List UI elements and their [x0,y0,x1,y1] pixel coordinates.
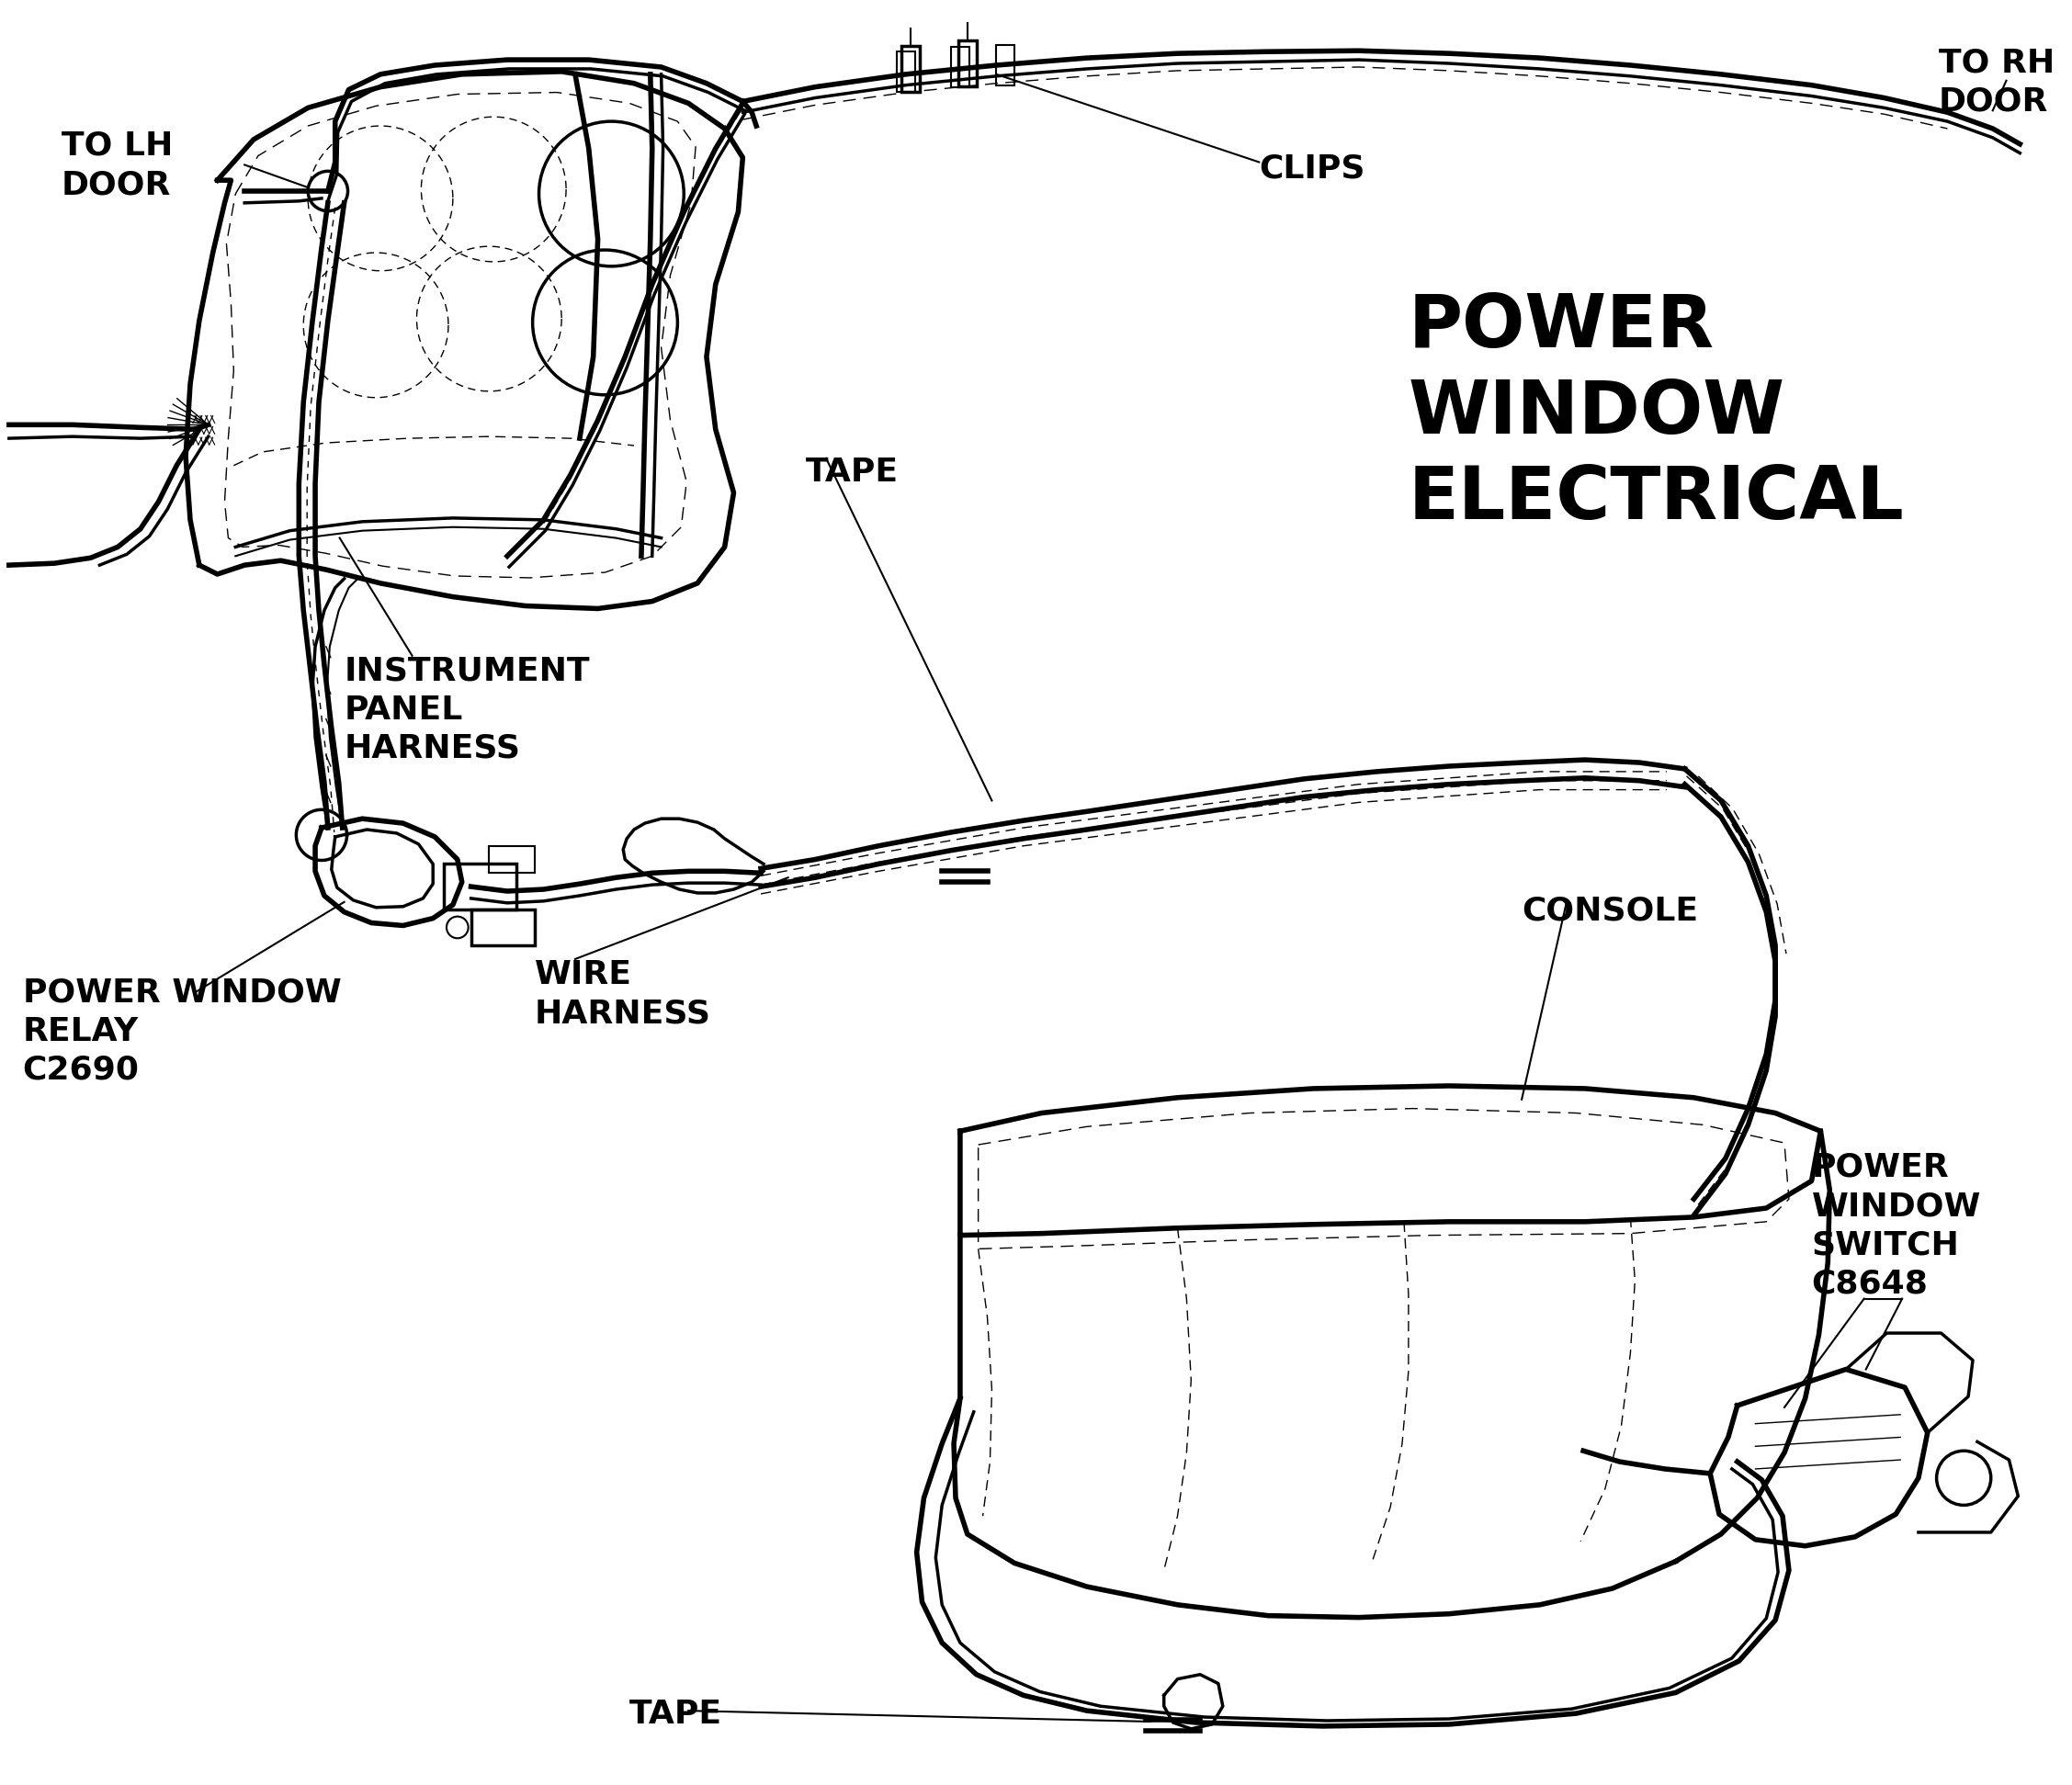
Bar [959,41,976,86]
Text: INSTRUMENT
PANEL
HARNESS: INSTRUMENT PANEL HARNESS [344,655,591,764]
Text: CLIPS: CLIPS [1260,154,1365,184]
Text: TAPE: TAPE [630,1699,723,1730]
Text: TO RH
DOOR: TO RH DOOR [1939,46,2053,118]
Text: POWER
WINDOW
ELECTRICAL: POWER WINDOW ELECTRICAL [1409,291,1904,536]
Text: TAPE: TAPE [806,457,899,487]
Text: WIRE
HARNESS: WIRE HARNESS [535,959,711,1028]
Text: POWER
WINDOW
SWITCH
C8648: POWER WINDOW SWITCH C8648 [1811,1151,1981,1299]
Bar [489,846,535,873]
Bar [470,909,535,946]
Text: POWER WINDOW
RELAY
C2690: POWER WINDOW RELAY C2690 [23,976,342,1085]
Bar [901,46,920,91]
Text: CONSOLE: CONSOLE [1521,896,1699,926]
Bar [443,864,516,909]
Text: TO LH
DOOR: TO LH DOOR [62,130,174,200]
